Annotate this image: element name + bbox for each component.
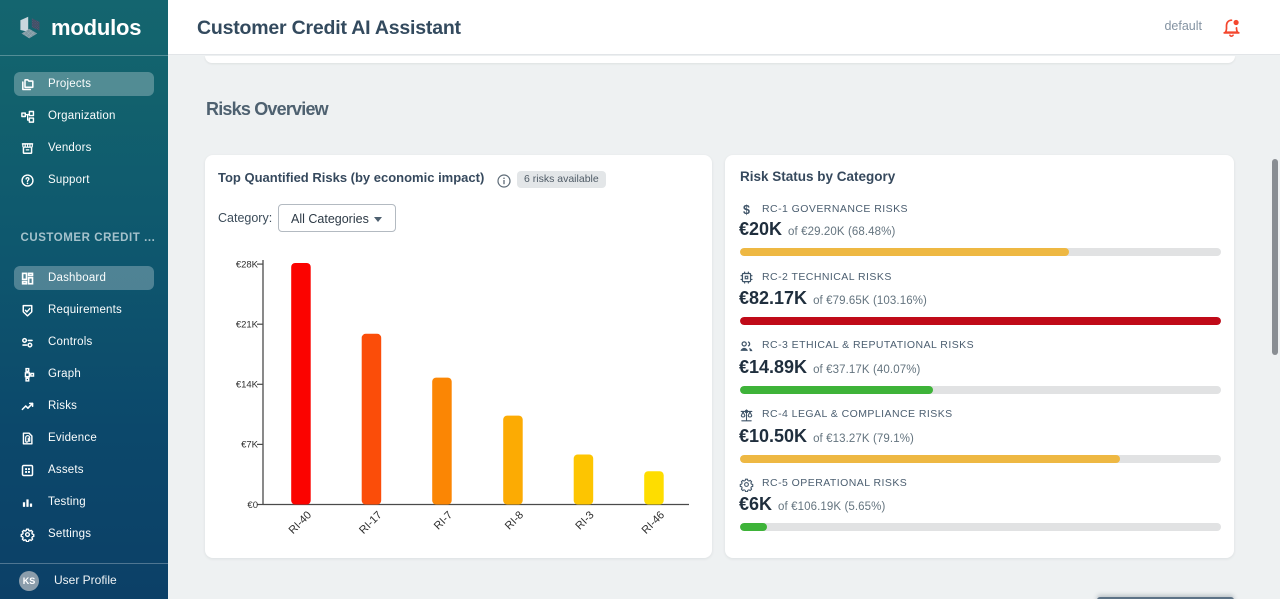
- svg-text:€28K: €28K: [236, 259, 259, 270]
- svg-text:RI-7: RI-7: [432, 509, 455, 532]
- svg-text:RI-46: RI-46: [640, 509, 668, 537]
- svg-text:€21K: €21K: [236, 320, 259, 331]
- svg-text:RI-17: RI-17: [357, 509, 385, 537]
- svg-text:€7K: €7K: [241, 440, 259, 451]
- svg-text:€0: €0: [247, 500, 258, 511]
- svg-text:€14K: €14K: [236, 380, 259, 391]
- svg-text:RI-40: RI-40: [287, 509, 315, 537]
- svg-text:RI-3: RI-3: [573, 509, 596, 532]
- svg-text:$: $: [743, 203, 750, 217]
- svg-text:RI-8: RI-8: [503, 509, 526, 532]
